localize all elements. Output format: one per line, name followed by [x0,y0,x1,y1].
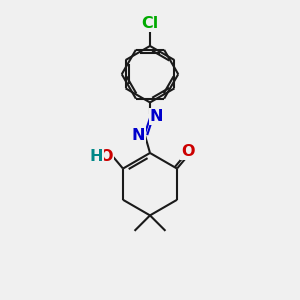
Text: O: O [181,144,194,159]
Text: N: N [150,109,163,124]
Text: H: H [90,149,104,164]
Text: N: N [131,128,145,143]
Text: Cl: Cl [141,16,159,31]
Text: O: O [100,149,113,164]
